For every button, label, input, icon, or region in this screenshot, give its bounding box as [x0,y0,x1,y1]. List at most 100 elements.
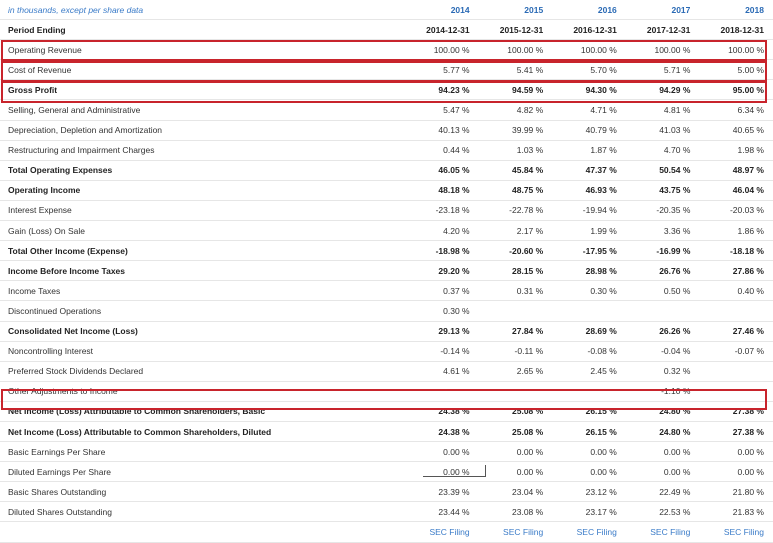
row-value: 24.38 % [405,421,479,443]
period-date: 2016-12-31 [552,19,626,41]
sec-filing-link[interactable]: SEC Filing [405,521,479,543]
row-value: 43.75 % [625,180,700,201]
row-value: 1.98 % [699,140,773,161]
row-label: Gross Profit [0,79,406,101]
year-header[interactable]: 2018 [699,0,773,21]
row-value [625,300,700,322]
row-value: 0.40 % [699,280,773,302]
row-value: 100.00 % [478,39,553,61]
row-value: 5.47 % [405,99,479,121]
year-header[interactable]: 2017 [625,0,700,21]
period-date: 2015-12-31 [478,19,553,41]
row-value: -17.95 % [552,240,626,262]
row-value: 40.79 % [552,120,626,141]
sec-filing-link[interactable]: SEC Filing [625,521,700,543]
row-value: 5.71 % [625,59,700,81]
row-label: Diluted Earnings Per Share [0,461,406,483]
row-label: Consolidated Net Income (Loss) [0,321,406,342]
year-header[interactable]: 2015 [478,0,553,21]
table-row: Operating Revenue 100.00 % 100.00 % 100.00 … [0,39,773,61]
row-value: 39.99 % [478,120,553,141]
row-label: Interest Expense [0,200,406,222]
row-label: Other Adjustments to Income [0,381,406,402]
row-value: 0.37 % [405,280,479,302]
row-value: 0.31 % [478,280,553,302]
year-header[interactable]: 2016 [552,0,626,21]
row-value: 5.77 % [405,59,479,81]
row-label: Total Other Income (Expense) [0,240,406,262]
row-value: 100.00 % [699,39,773,61]
row-value: 47.37 % [552,160,626,181]
year-header[interactable]: 2014 [405,0,479,21]
table-row: Noncontrolling Interest -0.14 % -0.11 % -0.… [0,341,773,362]
row-value: 2.45 % [552,361,626,382]
row-value: -22.78 % [478,200,553,222]
table-row: Basic Earnings Per Share 0.00 % 0.00 % 0.00… [0,441,773,463]
table-row: Net Income (Loss) Attributable to Common… [0,401,773,422]
row-value: 27.86 % [699,260,773,282]
row-value: 2.17 % [478,220,553,242]
row-value [699,361,773,382]
table-row: Income Before Income Taxes 29.20 % 28.15 %… [0,260,773,282]
row-value: 1.03 % [478,140,553,161]
table-row: Operating Income 48.18 % 48.75 % 46.93 % 43.… [0,180,773,201]
row-label: Net Income (Loss) Attributable to Common… [0,401,406,422]
row-value: 1.87 % [552,140,626,161]
sec-filing-link[interactable]: SEC Filing [552,521,626,543]
table-row: Net Income (Loss) Attributable to Common… [0,421,773,443]
row-value: 4.61 % [405,361,479,382]
row-label: Basic Earnings Per Share [0,441,406,463]
row-value [699,381,773,402]
table-row: Total Other Income (Expense) -18.98 % -20.… [0,240,773,262]
row-value: 0.32 % [625,361,700,382]
row-label: Preferred Stock Dividends Declared [0,361,406,382]
row-value: 21.83 % [699,501,773,523]
row-label: Depreciation, Depletion and Amortization [0,120,406,141]
row-value: 27.38 % [699,401,773,422]
row-value: 48.18 % [405,180,479,201]
row-value: 26.15 % [552,421,626,443]
row-value: 4.71 % [552,99,626,121]
sec-filing-link[interactable]: SEC Filing [699,521,773,543]
row-value: -23.18 % [405,200,479,222]
row-value [699,300,773,322]
row-value: 23.04 % [478,481,553,503]
table-row: Gain (Loss) On Sale 4.20 % 2.17 % 1.99 % 3.3… [0,220,773,242]
row-value: 48.97 % [699,160,773,181]
row-value: 3.36 % [625,220,700,242]
row-value: 0.00 % [699,461,773,483]
sec-filing-link[interactable]: SEC Filing [478,521,553,543]
row-value: 28.98 % [552,260,626,282]
row-value: 0.00 % [405,441,479,463]
row-value: 23.17 % [552,501,626,523]
row-value: 5.41 % [478,59,553,81]
table-row: Consolidated Net Income (Loss) 29.13 % 27.… [0,321,773,342]
row-value: -0.11 % [478,341,553,362]
row-value: 0.50 % [625,280,700,302]
row-value: 24.80 % [625,401,700,422]
row-value: -0.07 % [699,341,773,362]
table-row: Diluted Earnings Per Share 0.00 % 0.00 % 0.… [0,461,773,483]
row-value: 46.93 % [552,180,626,201]
year-header-row: in thousands, except per share data 2014… [0,0,773,21]
row-value: 2.65 % [478,361,553,382]
row-value: 23.44 % [405,501,479,523]
row-value: 94.23 % [405,79,479,101]
row-value: 26.15 % [552,401,626,422]
row-value: -1.10 % [625,381,700,402]
row-value: -20.35 % [625,200,700,222]
row-value: 45.84 % [478,160,553,181]
table-row: Preferred Stock Dividends Declared 4.61 %… [0,361,773,382]
row-value: 25.08 % [478,421,553,443]
row-value: 26.76 % [625,260,700,282]
row-value: 0.30 % [552,280,626,302]
table-row: Basic Shares Outstanding 23.39 % 23.04 % 23… [0,481,773,503]
row-value: 28.15 % [478,260,553,282]
row-label: Noncontrolling Interest [0,341,406,362]
period-date: 2014-12-31 [405,19,479,41]
row-label: Income Taxes [0,280,406,302]
period-ending-row: Period Ending 2014-12-31 2015-12-31 2016… [0,19,773,41]
table-row: Selling, General and Administrative 5.47 … [0,99,773,121]
row-value: 4.70 % [625,140,700,161]
